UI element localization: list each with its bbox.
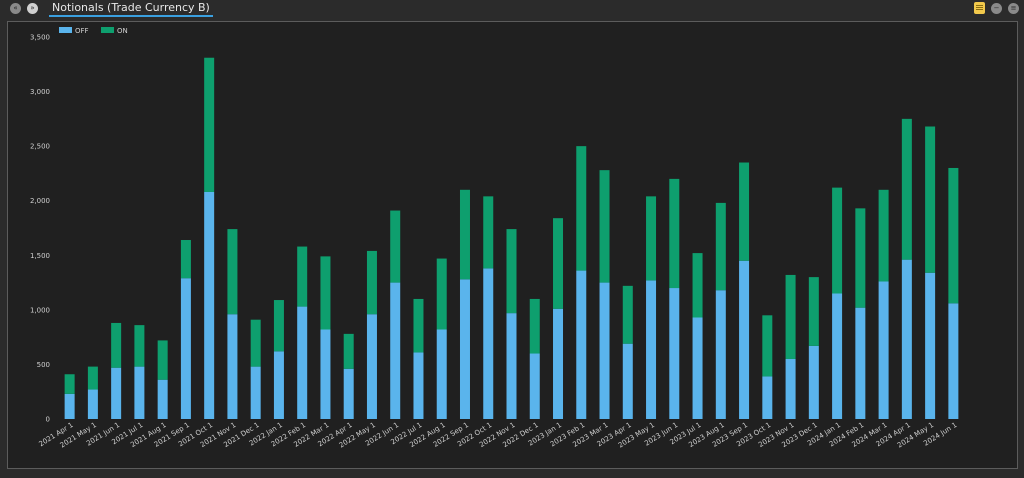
bar-on[interactable]: [878, 189, 889, 282]
bar-off[interactable]: [576, 270, 587, 419]
bar-off[interactable]: [459, 279, 470, 419]
bar-on[interactable]: [762, 315, 773, 377]
bar-off[interactable]: [925, 272, 936, 419]
bar-off[interactable]: [134, 366, 145, 419]
bar-off[interactable]: [553, 308, 564, 419]
bar-on[interactable]: [855, 208, 866, 308]
bar-on[interactable]: [180, 240, 191, 279]
bar-off[interactable]: [808, 345, 819, 419]
legend-swatch-off: [59, 27, 72, 33]
legend-label-off: OFF: [75, 27, 89, 35]
bar-off[interactable]: [343, 368, 354, 419]
y-tick-label: 1,500: [30, 252, 50, 260]
bar-on[interactable]: [157, 340, 168, 380]
bar-on[interactable]: [901, 118, 912, 260]
bar-on[interactable]: [250, 319, 261, 367]
bar-on[interactable]: [576, 146, 587, 271]
bar-off[interactable]: [901, 259, 912, 419]
bar-off[interactable]: [320, 329, 331, 419]
bar-on[interactable]: [483, 196, 494, 269]
bar-on[interactable]: [459, 189, 470, 280]
y-tick-label: 500: [37, 361, 50, 369]
forward-icon[interactable]: »: [27, 3, 38, 14]
bar-on[interactable]: [925, 126, 936, 273]
bar-off[interactable]: [204, 191, 215, 419]
bar-on[interactable]: [599, 170, 610, 283]
bar-on[interactable]: [646, 196, 657, 281]
bar-on[interactable]: [948, 167, 959, 304]
bar-on[interactable]: [366, 250, 377, 315]
bar-off[interactable]: [64, 393, 75, 419]
bar-on[interactable]: [529, 298, 540, 354]
bar-on[interactable]: [739, 162, 750, 261]
bar-off[interactable]: [715, 290, 726, 419]
bar-off[interactable]: [111, 367, 122, 419]
bar-on[interactable]: [808, 277, 819, 346]
back-icon[interactable]: «: [10, 3, 21, 14]
bar-on[interactable]: [87, 366, 98, 390]
bar-on[interactable]: [715, 202, 726, 291]
bar-off[interactable]: [599, 282, 610, 419]
legend-swatch-on: [101, 27, 114, 33]
bar-on[interactable]: [692, 253, 703, 318]
bar-on[interactable]: [297, 246, 308, 307]
bar-off[interactable]: [227, 314, 238, 419]
note-icon[interactable]: [974, 2, 985, 14]
y-tick-label: 1,000: [30, 306, 50, 314]
y-tick-label: 0: [46, 416, 50, 424]
y-tick-label: 2,000: [30, 197, 50, 205]
bar-off[interactable]: [483, 268, 494, 419]
bar-on[interactable]: [227, 229, 238, 315]
bar-off[interactable]: [273, 351, 284, 419]
bar-off[interactable]: [669, 288, 680, 419]
bar-on[interactable]: [64, 374, 75, 394]
bar-on[interactable]: [204, 57, 215, 192]
bar-off[interactable]: [878, 281, 889, 419]
bar-on[interactable]: [413, 298, 424, 353]
bar-off[interactable]: [855, 307, 866, 419]
bar-off[interactable]: [739, 260, 750, 419]
bar-on[interactable]: [553, 218, 564, 309]
bar-off[interactable]: [762, 376, 773, 419]
bar-on[interactable]: [111, 322, 122, 368]
bar-on[interactable]: [832, 187, 843, 294]
bar-off[interactable]: [832, 293, 843, 419]
bar-on[interactable]: [436, 258, 447, 330]
y-tick-label: 3,000: [30, 88, 50, 96]
legend-label-on: ON: [117, 27, 128, 35]
bar-off[interactable]: [692, 317, 703, 419]
bar-off[interactable]: [250, 366, 261, 419]
bar-on[interactable]: [622, 285, 633, 344]
bar-off[interactable]: [646, 280, 657, 419]
settings-icon[interactable]: ≡: [1008, 3, 1019, 14]
minus-icon[interactable]: −: [991, 3, 1002, 14]
bar-on[interactable]: [134, 325, 145, 367]
bar-off[interactable]: [785, 358, 796, 419]
bar-on[interactable]: [506, 229, 517, 314]
bar-off[interactable]: [622, 343, 633, 419]
y-tick-label: 2,500: [30, 143, 50, 151]
bar-off[interactable]: [529, 353, 540, 419]
bar-on[interactable]: [343, 333, 354, 369]
bar-off[interactable]: [390, 282, 401, 419]
bar-on[interactable]: [273, 300, 284, 352]
bar-off[interactable]: [180, 278, 191, 419]
bar-off[interactable]: [87, 389, 98, 419]
bar-off[interactable]: [297, 306, 308, 419]
bar-on[interactable]: [785, 274, 796, 359]
bar-off[interactable]: [366, 314, 377, 419]
chart-title-tab[interactable]: Notionals (Trade Currency B): [49, 1, 213, 17]
top-bar: « » Notionals (Trade Currency B) − ≡: [0, 0, 1024, 18]
y-tick-label: 3,500: [30, 34, 50, 42]
bar-off[interactable]: [506, 313, 517, 419]
bar-on[interactable]: [669, 178, 680, 289]
bar-on[interactable]: [390, 210, 401, 283]
bar-on[interactable]: [320, 256, 331, 330]
bar-off[interactable]: [948, 303, 959, 419]
bar-off[interactable]: [157, 379, 168, 419]
bar-off[interactable]: [436, 329, 447, 419]
bar-off[interactable]: [413, 352, 424, 419]
